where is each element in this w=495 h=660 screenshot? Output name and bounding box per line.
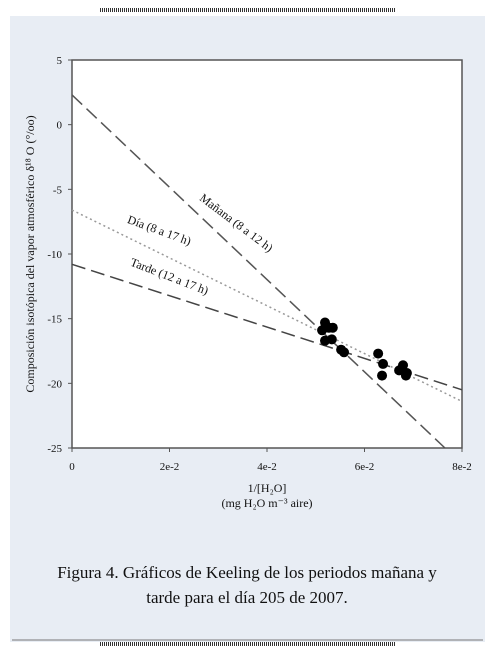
x-tick-label: 2e-2 (160, 461, 180, 473)
x-axis-label: (mg H₂O m⁻³ aire) (221, 496, 312, 510)
data-point (401, 367, 412, 378)
x-tick-label: 8e-2 (452, 461, 472, 473)
data-point (373, 348, 384, 359)
caption: tarde para el día 205 de 2007. (146, 588, 348, 607)
data-point (326, 334, 337, 345)
y-tick-label: -15 (47, 314, 62, 326)
data-point (317, 325, 328, 336)
data-point (378, 358, 389, 369)
y-tick-label: -10 (47, 249, 62, 261)
data-point (394, 365, 405, 376)
y-axis-label: Composición isotópica del vapor atmosfér… (23, 115, 37, 392)
x-tick-label: 4e-2 (257, 461, 277, 473)
y-tick-label: -25 (47, 443, 62, 455)
caption: Figura 4. Gráficos de Keeling de los per… (57, 563, 437, 582)
y-tick-label: -5 (53, 184, 63, 196)
fit-line (71, 94, 446, 449)
x-axis-label: 1/[H₂O] (248, 481, 287, 495)
y-tick-label: -20 (47, 378, 62, 390)
y-tick-label: 0 (57, 120, 63, 132)
data-point (377, 370, 388, 381)
x-tick-label: 0 (69, 461, 75, 473)
data-point (339, 347, 350, 358)
plot-area (71, 59, 463, 449)
x-tick-label: 6e-2 (355, 461, 375, 473)
data-point (327, 322, 338, 333)
y-tick-label: 5 (57, 55, 63, 67)
